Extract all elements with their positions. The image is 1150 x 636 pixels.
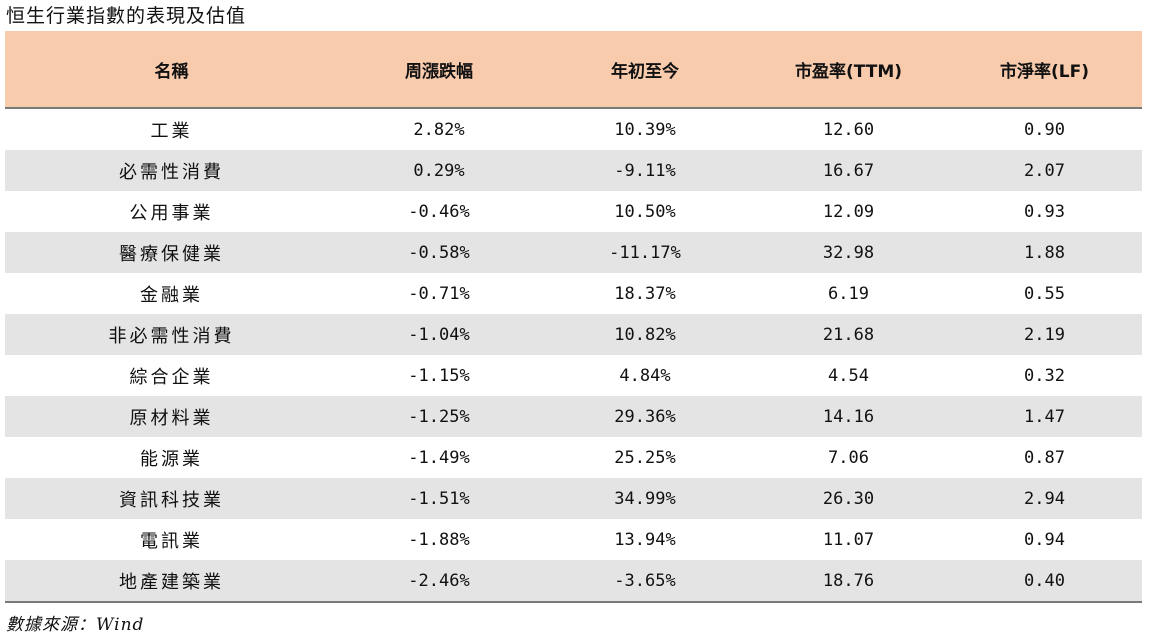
ytd-change: 18.37%	[614, 283, 676, 304]
industry-name: 金融業	[140, 284, 203, 306]
industry-name: 綜合企業	[129, 366, 214, 388]
table-row: 綜合企業 -1.15% 4.84% 4.54 0.32	[5, 355, 1142, 396]
ytd-change: 29.36%	[540, 396, 750, 437]
table-header-row: 名稱 周漲跌幅 年初至今 市盈率(TTM) 市淨率(LF)	[5, 31, 1142, 109]
pb-lf: 0.87	[1024, 447, 1065, 468]
weekly-change: -1.04%	[338, 314, 540, 355]
pb-lf: 1.47	[947, 396, 1142, 437]
table-row: 原材料業 -1.25% 29.36% 14.16 1.47	[5, 396, 1142, 437]
industry-name: 電訊業	[140, 530, 203, 552]
pe-ttm: 6.19	[828, 283, 869, 304]
pb-lf: 2.94	[947, 478, 1142, 519]
weekly-change: -0.46%	[408, 201, 470, 222]
table-row: 公用事業 -0.46% 10.50% 12.09 0.93	[5, 191, 1142, 232]
industry-name: 非必需性消費	[5, 314, 338, 355]
weekly-change: -1.88%	[408, 529, 470, 550]
ytd-change: -11.17%	[540, 232, 750, 273]
table-row: 工業 2.82% 10.39% 12.60 0.90	[5, 108, 1142, 150]
weekly-change: -1.49%	[408, 447, 470, 468]
weekly-change: -2.46%	[338, 560, 540, 603]
pb-lf: 0.90	[1024, 119, 1065, 140]
ytd-change: 13.94%	[614, 529, 676, 550]
pe-ttm: 7.06	[828, 447, 869, 468]
ytd-change: 25.25%	[614, 447, 676, 468]
header-pe-ttm: 市盈率(TTM)	[750, 31, 947, 109]
pe-ttm: 18.76	[750, 560, 947, 603]
ytd-change: 10.82%	[540, 314, 750, 355]
pb-lf: 2.19	[947, 314, 1142, 355]
ytd-change: 4.84%	[619, 365, 671, 386]
header-pb-lf: 市淨率(LF)	[947, 31, 1142, 109]
weekly-change: -1.51%	[338, 478, 540, 519]
table-row: 地產建築業 -2.46% -3.65% 18.76 0.40	[5, 560, 1142, 603]
pe-ttm: 4.54	[828, 365, 869, 386]
table-row: 資訊科技業 -1.51% 34.99% 26.30 2.94	[5, 478, 1142, 519]
pe-ttm: 26.30	[750, 478, 947, 519]
pe-ttm: 11.07	[822, 529, 875, 550]
pb-lf: 0.40	[947, 560, 1142, 603]
pb-lf: 0.55	[1024, 283, 1065, 304]
pb-lf: 2.07	[947, 150, 1142, 191]
pe-ttm: 21.68	[750, 314, 947, 355]
table-row: 非必需性消費 -1.04% 10.82% 21.68 2.19	[5, 314, 1142, 355]
ytd-change: -3.65%	[540, 560, 750, 603]
industry-name: 能源業	[140, 448, 203, 470]
industry-index-table: 名稱 周漲跌幅 年初至今 市盈率(TTM) 市淨率(LF) 工業 2.82% 1…	[5, 31, 1142, 603]
ytd-change: -9.11%	[540, 150, 750, 191]
industry-name: 公用事業	[129, 202, 214, 224]
industry-name: 工業	[150, 120, 193, 142]
pe-ttm: 14.16	[750, 396, 947, 437]
table-row: 電訊業 -1.88% 13.94% 11.07 0.94	[5, 519, 1142, 560]
header-weekly-change: 周漲跌幅	[338, 31, 540, 109]
industry-name: 必需性消費	[5, 150, 338, 191]
ytd-change: 10.39%	[614, 119, 676, 140]
pe-ttm: 12.09	[822, 201, 875, 222]
table-row: 能源業 -1.49% 25.25% 7.06 0.87	[5, 437, 1142, 478]
pb-lf: 0.93	[1024, 201, 1065, 222]
industry-name: 資訊科技業	[5, 478, 338, 519]
pe-ttm: 16.67	[750, 150, 947, 191]
table-title: 恒生行業指數的表現及估值	[6, 5, 247, 27]
ytd-change: 34.99%	[540, 478, 750, 519]
pb-lf: 0.32	[1024, 365, 1065, 386]
header-name: 名稱	[5, 31, 338, 109]
industry-name: 原材料業	[5, 396, 338, 437]
weekly-change: -1.25%	[338, 396, 540, 437]
weekly-change: -0.71%	[408, 283, 470, 304]
weekly-change: 2.82%	[413, 119, 465, 140]
industry-name: 醫療保健業	[5, 232, 338, 273]
pb-lf: 0.94	[1024, 529, 1065, 550]
weekly-change: -1.15%	[408, 365, 470, 386]
ytd-change: 10.50%	[614, 201, 676, 222]
pb-lf: 1.88	[947, 232, 1142, 273]
pe-ttm: 12.60	[822, 119, 875, 140]
table-row: 金融業 -0.71% 18.37% 6.19 0.55	[5, 273, 1142, 314]
industry-name: 地產建築業	[5, 560, 338, 603]
weekly-change: -0.58%	[338, 232, 540, 273]
data-source-note: 數據來源：Wind	[6, 615, 145, 635]
pe-ttm: 32.98	[750, 232, 947, 273]
header-ytd: 年初至今	[540, 31, 750, 109]
weekly-change: 0.29%	[338, 150, 540, 191]
table-row: 醫療保健業 -0.58% -11.17% 32.98 1.88	[5, 232, 1142, 273]
table-row: 必需性消費 0.29% -9.11% 16.67 2.07	[5, 150, 1142, 191]
